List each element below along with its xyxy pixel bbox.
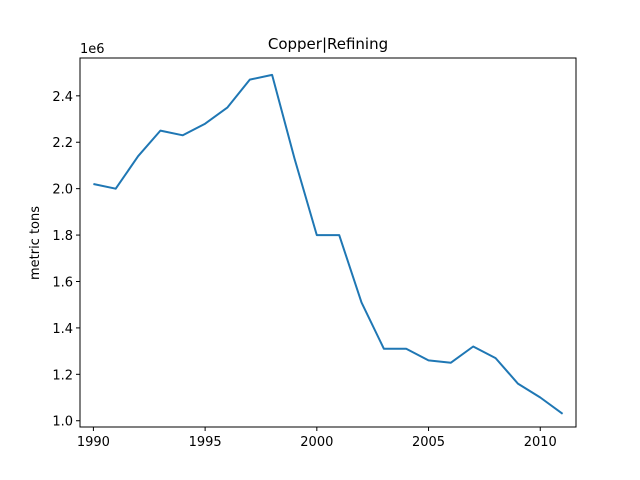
y-tick-label: 2.4: [52, 90, 73, 105]
y-offset-label: 1e6: [80, 42, 105, 57]
y-tick-label: 1.2: [52, 368, 73, 383]
y-tick-label: 1.4: [52, 322, 73, 337]
y-tick-label: 1.6: [52, 275, 73, 290]
x-tick-label: 2010: [524, 435, 557, 450]
y-tick-label: 1.0: [52, 415, 73, 430]
x-tick-label: 2005: [412, 435, 445, 450]
chart-title: Copper|Refining: [268, 35, 388, 53]
x-tick-label: 1990: [77, 435, 110, 450]
y-tick-label: 2.2: [52, 136, 73, 151]
x-tick-label: 1995: [189, 435, 222, 450]
y-tick-label: 1.8: [52, 229, 73, 244]
y-axis-title: metric tons: [28, 206, 43, 280]
x-tick-label: 2000: [300, 435, 333, 450]
series-line: [93, 73, 564, 415]
y-tick-label: 2.0: [52, 183, 73, 198]
plot-frame: [79, 57, 577, 428]
